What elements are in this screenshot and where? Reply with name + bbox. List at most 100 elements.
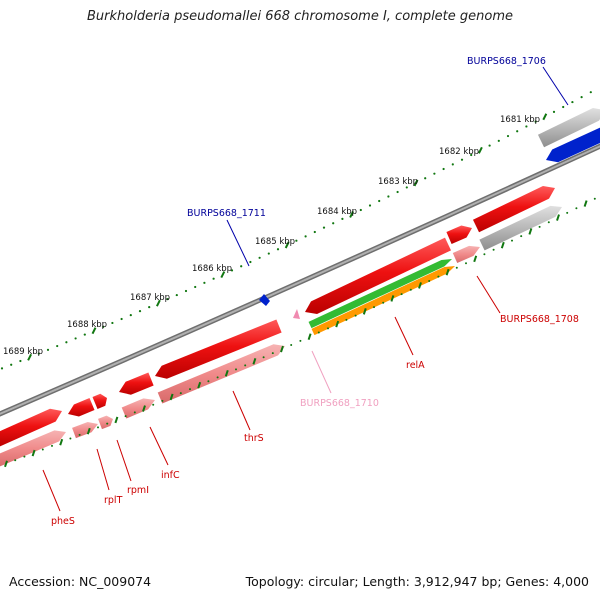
inner-dot <box>547 221 550 224</box>
inner-dot <box>235 368 237 371</box>
inner-dot <box>290 343 293 346</box>
inner-dot <box>78 433 81 436</box>
inner-tick <box>307 333 312 340</box>
label-burps668-1706: BURPS668_1706 <box>467 56 546 67</box>
leader-burps668-1708 <box>476 275 501 314</box>
scale-dot <box>460 158 464 161</box>
scale-tick-major <box>156 299 161 307</box>
scale-dot <box>203 281 206 284</box>
inner-dot <box>483 253 486 256</box>
inner-dot <box>465 262 467 265</box>
scale-dot <box>387 195 390 198</box>
scale-dot <box>102 325 105 328</box>
inner-tick <box>169 393 174 401</box>
inner-dot <box>262 356 265 359</box>
label-burps668-1710: BURPS668_1710 <box>300 398 379 409</box>
scale-dot <box>295 239 298 242</box>
gene-arrow-phes <box>0 408 62 447</box>
gene-labels: BURPS668_1706 BURPS668_1711 BURPS668_170… <box>51 56 579 527</box>
scale-dot <box>359 208 362 212</box>
inner-tick <box>86 427 91 435</box>
leader-burps668-1706 <box>542 66 569 106</box>
scale-tick-major <box>91 327 97 335</box>
scale-dot <box>166 298 169 301</box>
scale-dot <box>240 265 243 268</box>
gene-box-phes <box>0 430 66 467</box>
leader-burps668-1710 <box>311 350 332 394</box>
inner-tick <box>252 357 257 365</box>
inner-tick <box>142 405 146 412</box>
scale-dot <box>571 100 574 104</box>
scale-dot <box>322 226 326 229</box>
leader-rpmi <box>116 439 132 482</box>
inner-tick <box>335 320 340 328</box>
inner-tick <box>362 308 367 315</box>
inner-dot <box>23 455 26 458</box>
inner-dot <box>538 225 541 228</box>
inner-dot <box>189 388 191 391</box>
inner-tick <box>556 214 560 221</box>
gene-box-infc <box>121 398 155 419</box>
inner-dot <box>41 448 44 451</box>
scale-dot <box>525 125 528 128</box>
scale-dot <box>470 153 473 157</box>
scale-dot <box>46 348 50 351</box>
scale-label: 1683 kbp <box>378 177 418 187</box>
scale-dot <box>405 186 408 189</box>
leader-infc <box>149 426 169 466</box>
scale-dot <box>396 190 399 194</box>
gene-box-rela-green <box>308 259 452 329</box>
scale-label: 1687 kbp <box>130 293 170 303</box>
scale-track <box>0 91 592 370</box>
label-burps668-1708: BURPS668_1708 <box>500 314 579 325</box>
inner-tick <box>500 241 505 249</box>
label-rela: relA <box>406 360 425 371</box>
gene-box-rela-orange <box>311 266 455 336</box>
inner-dot <box>409 288 412 291</box>
scale-dot <box>562 105 565 109</box>
inner-dot <box>327 327 329 330</box>
gene-features <box>0 108 600 467</box>
leader-burps668-1711 <box>226 219 250 267</box>
inner-dot <box>161 399 164 402</box>
inner-dot <box>575 207 578 210</box>
scale-tick-major <box>413 179 419 187</box>
scale-label: 1681 kbp <box>500 115 540 125</box>
scale-dot <box>120 317 123 321</box>
scale-dot <box>56 344 59 348</box>
scale-dot <box>111 321 114 325</box>
inner-tick <box>4 460 8 468</box>
scale-dot <box>552 110 556 113</box>
inner-dot <box>373 306 375 309</box>
inner-dot <box>511 239 513 242</box>
leader-rela <box>394 316 414 356</box>
scale-dot <box>442 167 445 171</box>
scale-dot <box>341 217 344 220</box>
inner-dot <box>437 275 440 278</box>
leader-rplt <box>96 448 110 491</box>
scale-dot <box>488 144 491 147</box>
gene-arrow-rplt <box>68 398 95 417</box>
inner-dot <box>354 314 357 317</box>
inner-dot <box>152 403 155 406</box>
label-leaders <box>42 66 569 512</box>
scale-dot <box>10 363 13 366</box>
scale-dot <box>37 352 40 355</box>
inner-dot <box>133 411 136 414</box>
label-rpmi: rpmI <box>127 485 149 496</box>
inner-tick <box>445 268 450 276</box>
inner-tick <box>418 282 422 289</box>
inner-dot <box>51 444 53 447</box>
inner-tick <box>583 200 588 207</box>
scale-dot <box>83 333 86 336</box>
inner-tick <box>390 295 395 302</box>
scale-dot <box>580 96 583 99</box>
inner-tick <box>59 438 64 446</box>
inner-tick <box>528 228 533 235</box>
scale-dot <box>194 285 197 289</box>
scale-tick-major <box>542 113 548 121</box>
scale-dot <box>451 163 454 166</box>
inner-dot <box>14 459 17 462</box>
scale-dot <box>368 204 372 207</box>
